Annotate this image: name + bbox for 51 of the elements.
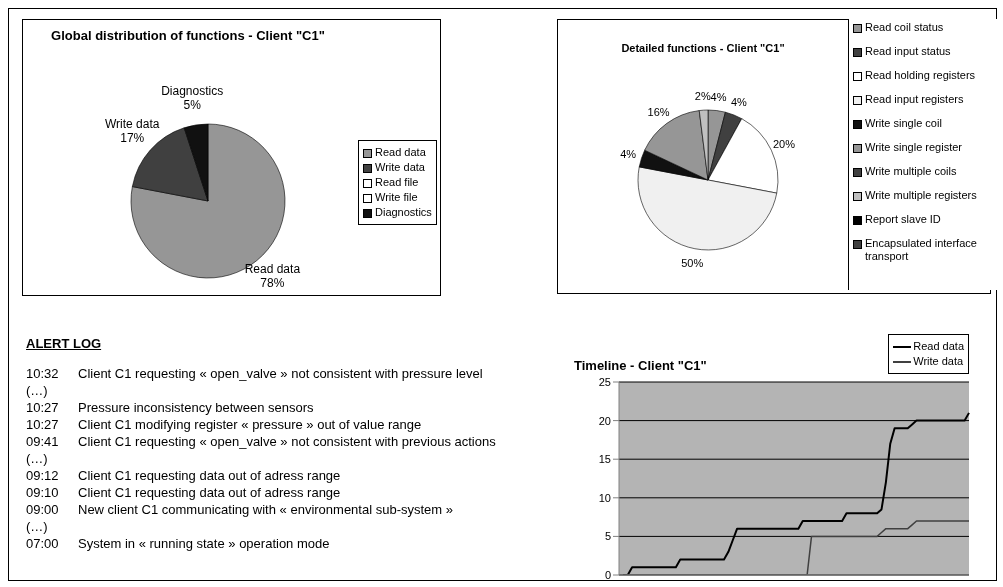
- data-label: 5%: [183, 98, 202, 113]
- legend-label: Write single register: [865, 141, 962, 154]
- slice-label: Diagnostics: [161, 84, 224, 99]
- chart-title: Timeline - Client "C1": [574, 358, 707, 373]
- legend-label: Write multiple registers: [865, 189, 977, 202]
- legend-label: Write multiple coils: [865, 165, 957, 178]
- legend-label: Read data: [375, 146, 426, 159]
- text: (…): [26, 382, 48, 399]
- legend-label: Report slave ID: [865, 213, 941, 226]
- y-tick-label: 0: [604, 568, 611, 581]
- text: 09:41 Client C1 requesting « open_valve » not consistent with previous actions: [26, 434, 496, 449]
- data-label: 2%: [694, 90, 711, 103]
- legend-label: Read data: [913, 340, 964, 353]
- legend-label: Encapsulated interface transport: [865, 237, 978, 263]
- text: 09:00 New client C1 communicating with « environmental sub-system »: [26, 502, 453, 517]
- data-label: 50%: [681, 256, 704, 269]
- legend-label: Write data: [913, 355, 964, 368]
- text: 10:27 Pressure inconsistency between sensors: [26, 400, 314, 415]
- y-tick-label: 25: [598, 375, 611, 388]
- legend-label: Read coil status: [865, 21, 944, 34]
- legend-label: Read holding registers: [865, 69, 976, 82]
- data-label: 16%: [647, 106, 670, 119]
- y-tick-label: 5: [604, 530, 611, 543]
- text: (…): [26, 450, 48, 467]
- text: 10:32 Client C1 requesting « open_valve » not consistent with pressure level: [26, 366, 483, 381]
- y-tick-label: 15: [598, 453, 611, 466]
- slice-label: Read data: [244, 261, 301, 276]
- data-label: 17%: [120, 131, 145, 146]
- chart-title: Global distribution of functions - Client "C1": [50, 28, 326, 43]
- legend-label: Diagnostics: [375, 206, 432, 219]
- text: 09:10 Client C1 requesting data out of adress range: [26, 485, 341, 500]
- y-tick-label: 20: [598, 414, 611, 427]
- legend-label: Write file: [375, 191, 418, 204]
- text: Detailed functions - Client "C1": [620, 42, 786, 54]
- text: 09:12 Client C1 requesting data out of adress range: [26, 468, 341, 483]
- text: (…): [26, 518, 48, 535]
- y-tick-label: 10: [598, 491, 611, 504]
- legend-label: Write data: [375, 161, 425, 174]
- data-label: 78%: [260, 275, 285, 290]
- text: 10:27 Client C1 modifying register « pressure » out of value range: [26, 417, 422, 432]
- text: ALERT LOG: [26, 336, 103, 351]
- legend-label: Write single coil: [865, 117, 942, 130]
- data-label: 4%: [620, 148, 637, 161]
- data-label: 4%: [730, 95, 748, 108]
- slice-label: Write data: [105, 117, 160, 132]
- legend-label: Read file: [375, 176, 419, 189]
- data-label: 4%: [710, 90, 727, 103]
- legend-label: Read input registers: [865, 93, 964, 106]
- text: 07:00 System in « running state » operation mode: [26, 536, 330, 551]
- legend-label: Read input status: [865, 45, 951, 58]
- data-label: 20%: [772, 138, 796, 151]
